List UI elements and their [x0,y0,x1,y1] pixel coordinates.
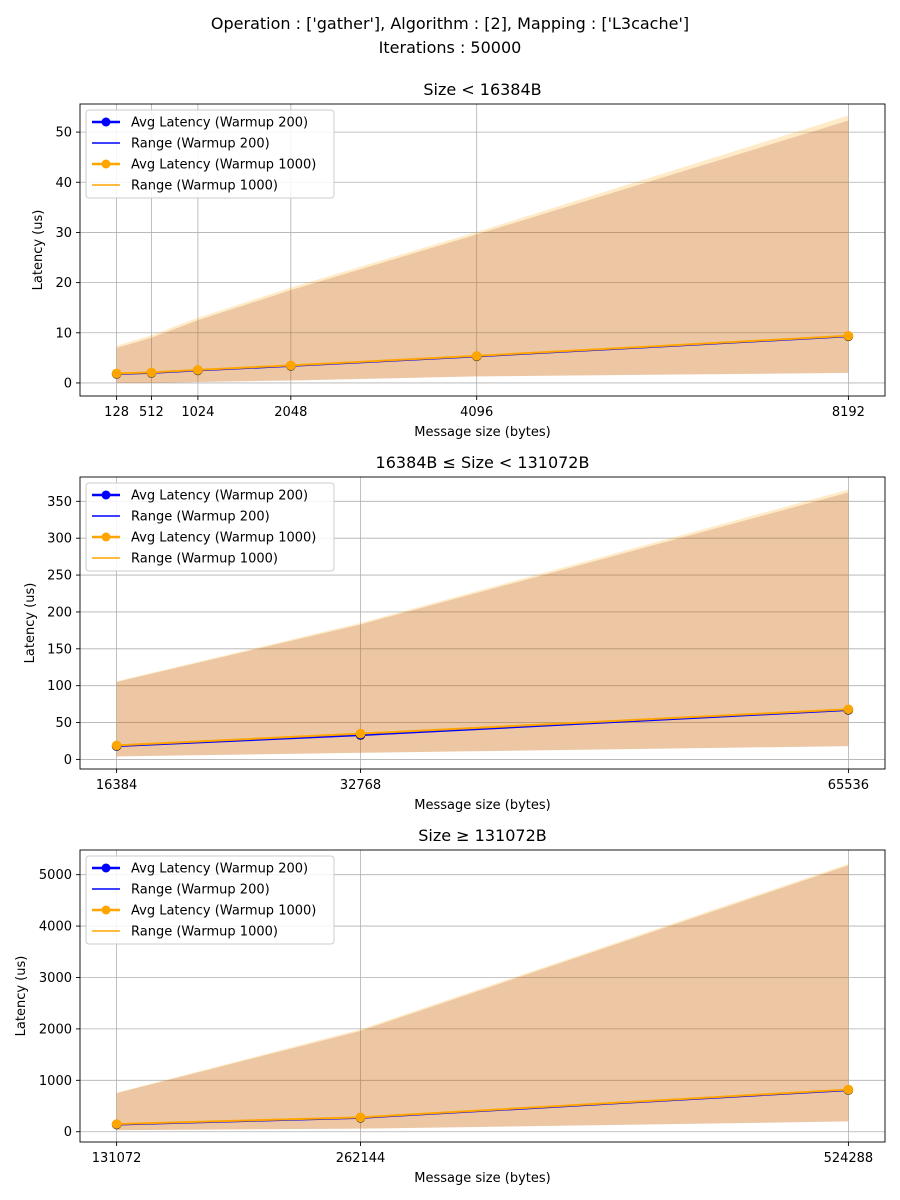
legend-label: Avg Latency (Warmup 1000) [131,904,316,919]
legend-label: Range (Warmup 200) [131,883,270,898]
plot-frame [79,849,886,1143]
legend-label: Range (Warmup 200) [131,510,270,525]
legend-label: Avg Latency (Warmup 200) [131,489,308,504]
x-tick-label: 262144 [336,1151,386,1166]
x-tick-label: 1024 [181,405,214,420]
chart-title: 16384B ≤ Size < 131072B [376,453,590,472]
data-point [111,1119,122,1129]
y-tick-label: 1000 [39,1074,72,1089]
legend: Avg Latency (Warmup 200) Range (Warmup 20… [85,855,335,945]
y-tick-label: 5000 [39,868,72,883]
legend-marker [101,117,111,127]
y-tick-label: 200 [47,605,72,620]
chart-title: Size ≥ 131072B [418,826,546,845]
data-point [146,367,157,378]
data-point [843,704,854,715]
y-axis-label: Latency (us) [14,956,29,1037]
chart-panel-1: 128 512 1024 2048 4096 8192 0 10 20 30 40 50 Size < … [31,80,886,440]
legend-box [85,109,335,199]
data-point [111,740,122,751]
data-point [111,368,122,379]
x-tick-label: 8192 [832,405,865,420]
data-point [193,365,203,375]
x-axis-label: Message size (bytes) [414,425,550,440]
x-axis-label: Message size (bytes) [414,798,550,813]
range-band-warmup1000 [116,115,849,383]
range-band-warmup1000 [116,489,849,757]
chart-panel-3: 131072 262144 524288 0 1000 2000 3000 4000 5000 S… [14,826,886,1186]
y-axis-label: Latency (us) [23,583,38,664]
range-band-warmup200 [116,492,849,757]
x-tick-label: 524288 [824,1151,874,1166]
data-point [286,360,296,371]
y-tick-label: 30 [55,226,72,241]
legend-marker [101,532,111,542]
y-tick-label: 150 [47,642,72,657]
y-tick-label: 0 [64,376,72,391]
data-point [355,728,366,739]
legend-label: Range (Warmup 1000) [131,179,278,194]
y-tick-label: 100 [47,679,72,694]
y-tick-label: 50 [55,126,72,141]
legend-box [85,482,335,572]
legend-label: Range (Warmup 1000) [131,925,278,940]
range-band-warmup200 [116,120,849,383]
legend-marker [101,863,111,873]
x-axis-label: Message size (bytes) [414,1171,550,1186]
x-tick-label: 4096 [460,405,493,420]
data-point [471,351,482,361]
legend-label: Range (Warmup 200) [131,137,270,152]
data-point [843,330,854,341]
data-point [355,1112,366,1123]
legend-label: Avg Latency (Warmup 1000) [131,158,316,173]
y-tick-label: 40 [55,176,72,191]
x-tick-label: 128 [104,405,129,420]
legend-label: Avg Latency (Warmup 200) [131,862,308,877]
figure-title: Operation : ['gather'], Algorithm : [2],… [210,14,690,33]
y-axis-label: Latency (us) [31,210,46,291]
y-tick-label: 2000 [39,1022,72,1037]
legend-label: Avg Latency (Warmup 200) [131,116,308,131]
legend-box [85,855,335,945]
x-tick-label: 512 [139,405,164,420]
x-tick-label: 65536 [828,778,869,793]
chart-title: Size < 16384B [423,80,541,99]
legend-label: Avg Latency (Warmup 1000) [131,531,316,546]
data-point [843,1084,854,1095]
legend-marker [101,490,111,500]
y-tick-label: 20 [55,276,72,291]
legend: Avg Latency (Warmup 200) Range (Warmup 20… [85,109,335,199]
y-tick-label: 250 [47,569,72,584]
y-tick-label: 0 [64,753,72,768]
y-tick-label: 10 [55,326,72,341]
y-tick-label: 300 [47,532,72,547]
figure-subtitle: Iterations : 50000 [378,38,522,57]
plot-frame [79,103,886,397]
legend-label: Range (Warmup 1000) [131,552,278,567]
range-band-warmup1000 [116,863,849,1131]
plot-frame [79,476,886,770]
legend-marker [101,905,111,915]
y-tick-label: 50 [55,716,72,731]
y-tick-label: 3000 [39,971,72,986]
x-tick-label: 2048 [274,405,307,420]
range-band-warmup200 [116,865,849,1131]
y-tick-label: 4000 [39,920,72,935]
legend: Avg Latency (Warmup 200) Range (Warmup 20… [85,482,335,572]
x-tick-label: 16384 [96,778,137,793]
x-tick-label: 131072 [92,1151,142,1166]
avg-line-warmup1000 [116,334,849,375]
y-tick-label: 0 [64,1125,72,1140]
y-tick-label: 350 [47,495,72,510]
legend-marker [101,159,111,169]
chart-panel-2: 16384 32768 65536 0 50 100 150 200 250 300 350 1638… [23,453,886,813]
x-tick-label: 32768 [340,778,381,793]
